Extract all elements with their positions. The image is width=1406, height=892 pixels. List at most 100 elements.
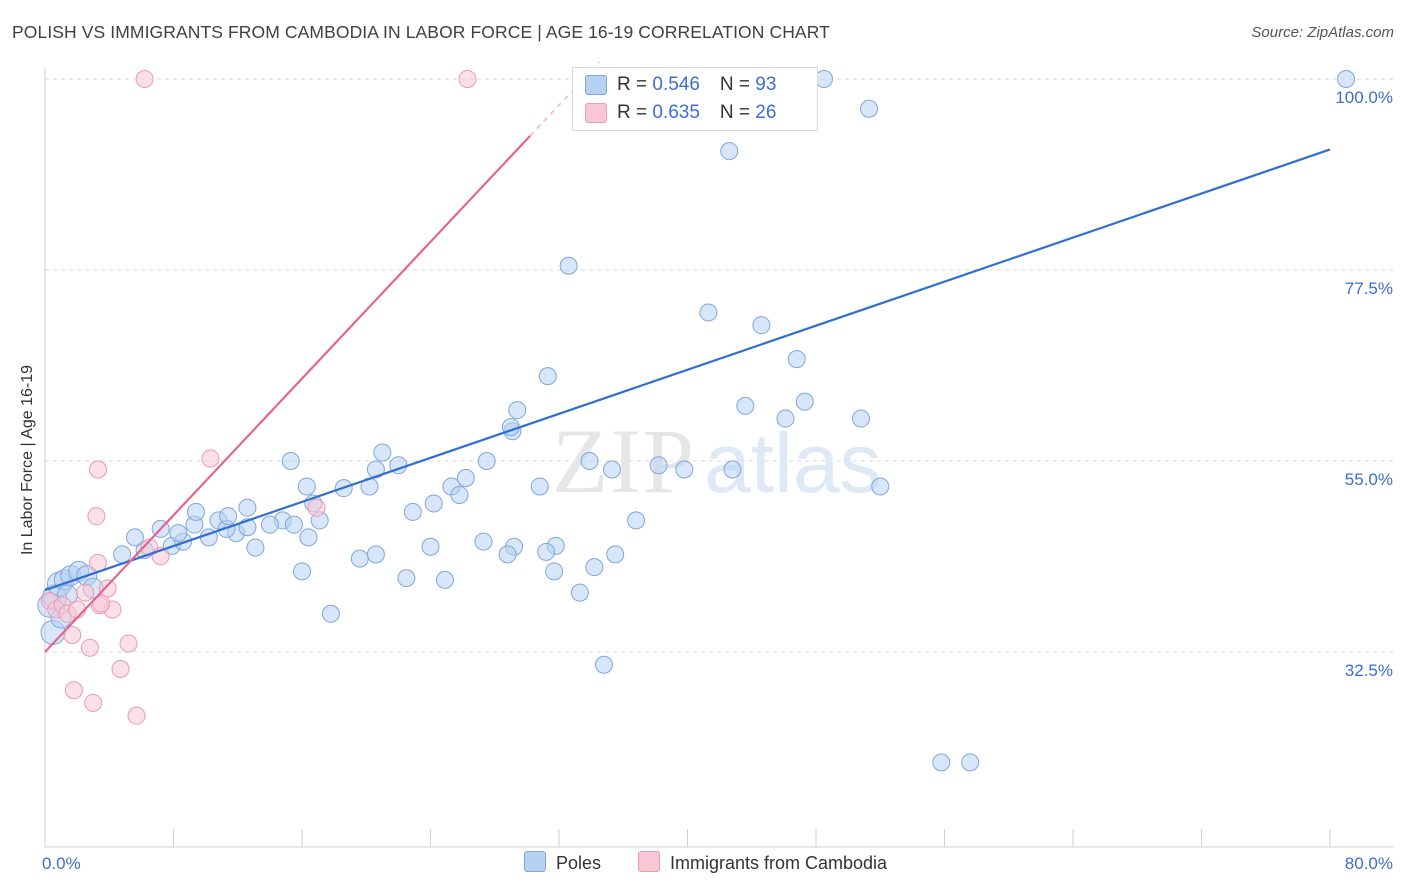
legend-swatch-cambodia	[638, 851, 660, 872]
data-point-poles	[752, 316, 771, 335]
data-point-poles	[530, 477, 549, 496]
data-point-cambodia	[307, 498, 326, 517]
watermark-zip: ZIP	[552, 410, 696, 512]
data-point-cambodia	[68, 600, 87, 619]
data-point-poles	[720, 142, 739, 161]
data-point-poles	[851, 409, 870, 428]
data-point-poles	[125, 528, 144, 547]
data-point-poles	[585, 558, 604, 577]
data-point-poles	[477, 452, 496, 470]
legend-swatch-cambodia	[585, 102, 607, 123]
data-point-poles	[594, 655, 613, 674]
data-point-poles	[570, 583, 589, 602]
data-point-poles	[297, 477, 316, 496]
data-point-poles	[932, 753, 951, 772]
data-point-cambodia	[98, 579, 117, 598]
series-legend: Poles Immigrants from Cambodia	[0, 851, 1406, 877]
chart-title: POLISH VS IMMIGRANTS FROM CAMBODIA IN LA…	[12, 22, 830, 42]
data-point-poles	[603, 460, 622, 479]
data-point-poles	[424, 494, 443, 513]
data-point-poles	[736, 396, 755, 415]
trendline-poles	[44, 148, 1331, 592]
legend-label-poles: Poles	[556, 853, 602, 873]
data-point-poles	[627, 511, 646, 530]
data-point-poles	[537, 542, 556, 561]
x-tick-label: 80.0%	[1345, 854, 1393, 873]
legend-item-poles[interactable]: Poles	[524, 851, 601, 874]
series-poles	[37, 70, 1356, 772]
data-point-poles	[186, 502, 205, 521]
legend-n-value: 93	[755, 74, 777, 95]
data-point-cambodia	[135, 70, 154, 88]
data-point-poles	[246, 538, 265, 557]
data-point-poles	[699, 303, 718, 322]
data-point-poles	[545, 562, 564, 581]
data-point-poles	[787, 350, 806, 369]
data-point-poles	[260, 515, 279, 534]
data-point-poles	[498, 545, 517, 564]
axes	[44, 68, 1393, 848]
legend-r-value: 0.546	[652, 74, 700, 95]
data-point-poles	[1337, 70, 1356, 88]
data-point-poles	[649, 456, 668, 475]
data-point-poles	[871, 477, 890, 496]
data-point-poles	[397, 569, 416, 588]
data-point-poles	[281, 452, 300, 470]
data-point-poles	[474, 532, 493, 551]
data-point-cambodia	[64, 681, 83, 700]
data-point-poles	[776, 409, 795, 428]
legend-swatch-poles	[585, 74, 607, 95]
y-tick-label: 100.0%	[1335, 88, 1393, 107]
data-point-poles	[450, 485, 469, 504]
data-point-poles	[169, 524, 188, 543]
y-tick-labels: 32.5% 55.0% 77.5% 100.0%	[1335, 88, 1393, 680]
data-point-cambodia	[201, 449, 220, 468]
data-point-poles	[299, 528, 318, 547]
data-point-cambodia	[63, 626, 82, 645]
legend-n-label: N =	[719, 102, 756, 123]
legend-n-label: N =	[719, 74, 756, 95]
trendline-cambodia	[44, 135, 531, 653]
legend-n-value: 26	[755, 102, 777, 123]
data-point-poles	[284, 515, 303, 534]
data-point-poles	[723, 460, 742, 479]
data-point-poles	[366, 460, 385, 479]
data-point-poles	[366, 545, 385, 564]
legend-swatch-poles	[524, 851, 546, 872]
data-point-poles	[435, 570, 454, 589]
source-credit[interactable]: Source: ZipAtlas.com	[1251, 24, 1394, 41]
trendlines	[44, 61, 1331, 653]
data-point-poles	[113, 545, 132, 564]
data-point-poles	[403, 502, 422, 521]
data-point-poles	[559, 256, 578, 275]
data-point-cambodia	[87, 507, 106, 526]
data-point-poles	[961, 753, 980, 772]
legend-row-cambodia: R = 0.635 N = 26	[585, 102, 776, 126]
y-axis-label: In Labor Force | Age 16-19	[19, 364, 36, 556]
data-point-poles	[580, 452, 599, 470]
x-tick-labels: 0.0% 80.0%	[42, 854, 1393, 873]
y-tick-label: 55.0%	[1345, 470, 1393, 489]
legend-r-label: R =	[617, 74, 653, 95]
data-point-cambodia	[80, 638, 99, 657]
legend-r-value: 0.635	[652, 102, 700, 123]
data-point-poles	[508, 401, 527, 420]
legend-r-label: R =	[617, 102, 653, 123]
data-point-cambodia	[84, 693, 103, 712]
data-point-poles	[606, 545, 625, 564]
data-point-cambodia	[111, 659, 130, 678]
data-point-poles	[421, 537, 440, 556]
watermark: ZIP atlas	[552, 410, 881, 512]
x-tick-label: 0.0%	[42, 854, 81, 873]
legend-row-poles: R = 0.546 N = 93	[585, 74, 776, 98]
data-point-poles	[456, 468, 475, 487]
data-point-poles	[373, 443, 392, 462]
legend-item-cambodia[interactable]: Immigrants from Cambodia	[638, 851, 887, 874]
data-point-poles	[538, 367, 557, 386]
gridlines	[45, 78, 1393, 653]
data-point-poles	[795, 392, 814, 411]
y-tick-label: 32.5%	[1345, 661, 1393, 680]
legend-label-cambodia: Immigrants from Cambodia	[670, 853, 888, 873]
source-link[interactable]: ZipAtlas.com	[1307, 24, 1394, 41]
